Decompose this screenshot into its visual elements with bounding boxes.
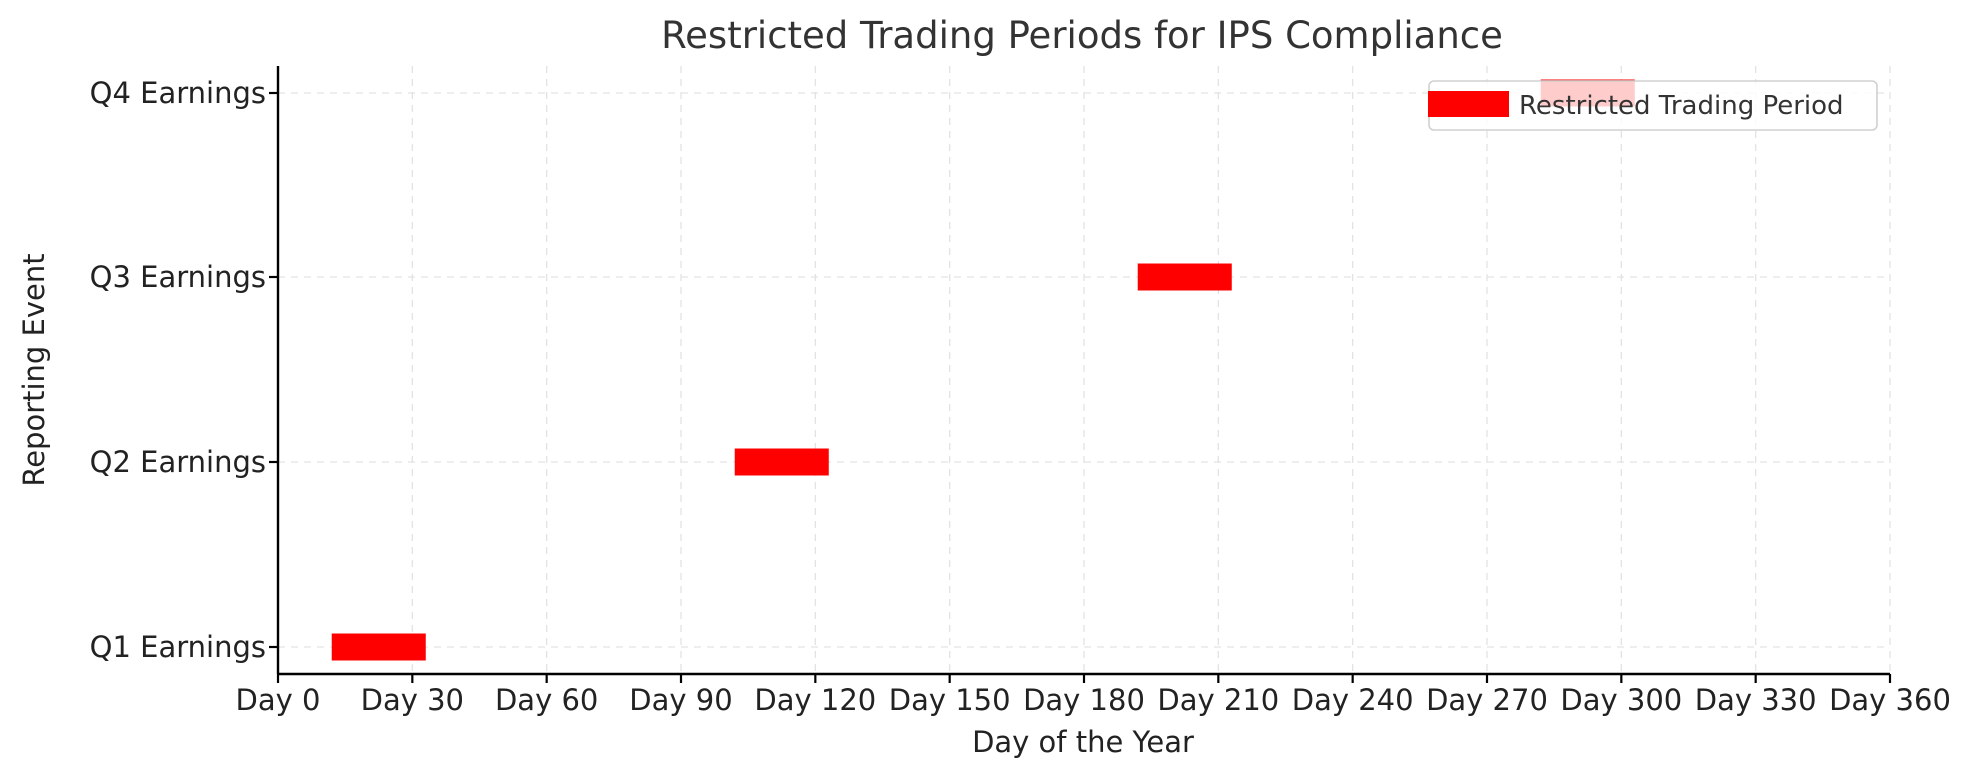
x-tick-label: Day 330	[1695, 683, 1817, 717]
x-tick-label: Day 30	[361, 683, 464, 717]
x-tick-label: Day 0	[236, 683, 321, 717]
x-tick-label: Day 270	[1426, 683, 1548, 717]
grid	[278, 66, 1891, 674]
x-tick-label: Day 240	[1292, 683, 1414, 717]
y-axis-label: Reporting Event	[17, 253, 51, 486]
axes: Day 0 Day 30 Day 60 Day 90 Day 120 Day 150 Day…	[90, 66, 1951, 717]
legend: Restricted Trading Period	[1428, 80, 1878, 131]
bar-q3-earnings	[1137, 263, 1232, 291]
y-tick-label: Q4 Earnings	[90, 76, 266, 110]
x-tick-label: Day 60	[495, 683, 598, 717]
x-tick-label: Day 210	[1157, 683, 1279, 717]
chart-title: Restricted Trading Periods for IPS Compl…	[661, 14, 1503, 57]
y-tick-label: Q1 Earnings	[90, 630, 266, 664]
x-tick-label: Day 90	[629, 683, 732, 717]
x-tick-label: Day 150	[889, 683, 1011, 717]
legend-label: Restricted Trading Period	[1519, 91, 1844, 121]
x-axis-label: Day of the Year	[972, 725, 1194, 759]
x-tick-label: Day 300	[1560, 683, 1682, 717]
y-tick-label: Q3 Earnings	[90, 260, 266, 294]
bars	[331, 79, 1635, 661]
y-tick-label: Q2 Earnings	[90, 445, 266, 479]
x-tick-label: Day 360	[1829, 683, 1951, 717]
bar-q2-earnings	[734, 448, 829, 476]
x-tick-label: Day 120	[754, 683, 876, 717]
x-tick-label: Day 180	[1023, 683, 1145, 717]
legend-box: Restricted Trading Period	[1428, 80, 1878, 131]
bar-q1-earnings	[331, 633, 426, 661]
legend-swatch	[1428, 91, 1509, 117]
